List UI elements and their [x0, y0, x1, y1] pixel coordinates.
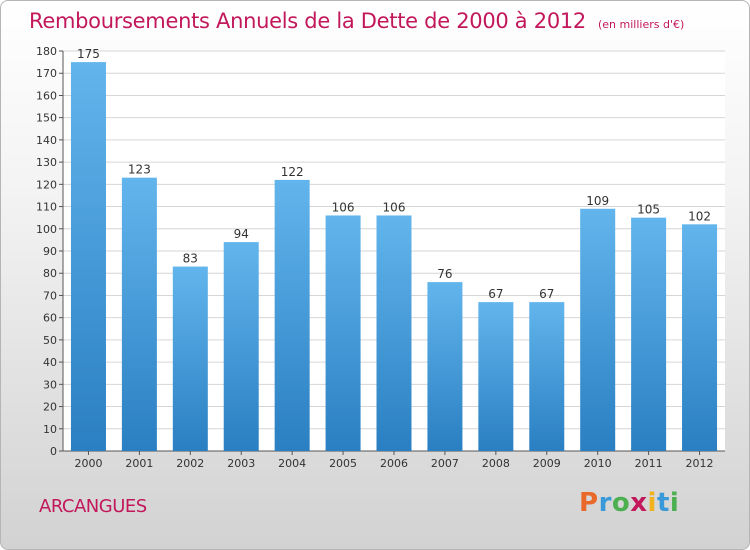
y-tick-label: 160: [36, 89, 57, 102]
y-tick-label: 10: [43, 423, 57, 436]
x-tick-label: 2008: [482, 457, 510, 470]
y-tick-label: 170: [36, 67, 57, 80]
bar: [682, 224, 718, 451]
bar-value-label: 106: [383, 200, 406, 214]
bar-value-label: 102: [688, 209, 711, 223]
bar-value-label: 94: [234, 227, 249, 241]
logo-letter: r: [598, 488, 612, 518]
logo-letter: i: [647, 488, 657, 518]
y-tick-label: 130: [36, 156, 57, 169]
bar-value-label: 105: [637, 203, 660, 217]
town-name: ARCANGUES: [39, 496, 147, 517]
y-tick-label: 20: [43, 401, 57, 414]
proxiti-logo: Proxiti: [579, 488, 679, 518]
x-tick-label: 2006: [380, 457, 408, 470]
x-tick-label: 2003: [227, 457, 255, 470]
bar-value-label: 67: [488, 287, 503, 301]
y-tick-label: 120: [36, 178, 57, 191]
bar: [121, 177, 157, 451]
bar: [70, 62, 106, 451]
y-tick-label: 60: [43, 312, 57, 325]
y-tick-label: 140: [36, 134, 57, 147]
chart-unit: (en milliers d'€): [598, 18, 685, 31]
y-tick-label: 80: [43, 267, 57, 280]
bar: [223, 242, 259, 451]
x-tick-label: 2010: [584, 457, 612, 470]
logo-letter: i: [669, 488, 680, 518]
x-tick-label: 2002: [176, 457, 204, 470]
y-tick-label: 90: [43, 245, 57, 258]
logo-letter: x: [630, 488, 648, 518]
y-tick-label: 110: [36, 201, 57, 214]
logo-letter: o: [611, 488, 631, 518]
x-tick-label: 2007: [431, 457, 459, 470]
bar: [376, 215, 412, 451]
bar-value-label: 123: [128, 163, 151, 177]
bar-value-label: 83: [183, 252, 198, 266]
x-tick-label: 2012: [686, 457, 714, 470]
bar-value-label: 76: [437, 267, 452, 281]
x-tick-label: 2005: [329, 457, 357, 470]
bar-value-label: 109: [586, 194, 609, 208]
bar: [274, 179, 310, 451]
chart-title-text: Remboursements Annuels de la Dette de 20…: [29, 9, 586, 33]
x-tick-label: 2011: [635, 457, 663, 470]
y-tick-label: 100: [36, 223, 57, 236]
bar: [529, 302, 565, 451]
y-tick-label: 150: [36, 112, 57, 125]
bar: [427, 282, 463, 451]
x-tick-label: 2001: [125, 457, 153, 470]
chart-title: Remboursements Annuels de la Dette de 20…: [29, 9, 684, 33]
y-tick-label: 180: [36, 45, 57, 58]
y-tick-label: 0: [50, 445, 57, 458]
y-tick-label: 50: [43, 334, 57, 347]
bar: [172, 266, 208, 451]
bar-value-label: 175: [77, 47, 100, 61]
bar-value-label: 106: [332, 200, 355, 214]
logo-letter: P: [579, 488, 599, 518]
logo-letter: t: [656, 488, 670, 518]
bar: [325, 215, 361, 451]
bar: [478, 302, 514, 451]
x-tick-label: 2009: [533, 457, 561, 470]
x-tick-label: 2000: [74, 457, 102, 470]
y-tick-label: 30: [43, 378, 57, 391]
y-tick-label: 70: [43, 289, 57, 302]
bar: [631, 217, 667, 451]
y-tick-label: 40: [43, 356, 57, 369]
x-tick-label: 2004: [278, 457, 306, 470]
bar: [580, 208, 616, 451]
bar-value-label: 67: [539, 287, 554, 301]
bar-value-label: 122: [281, 165, 304, 179]
